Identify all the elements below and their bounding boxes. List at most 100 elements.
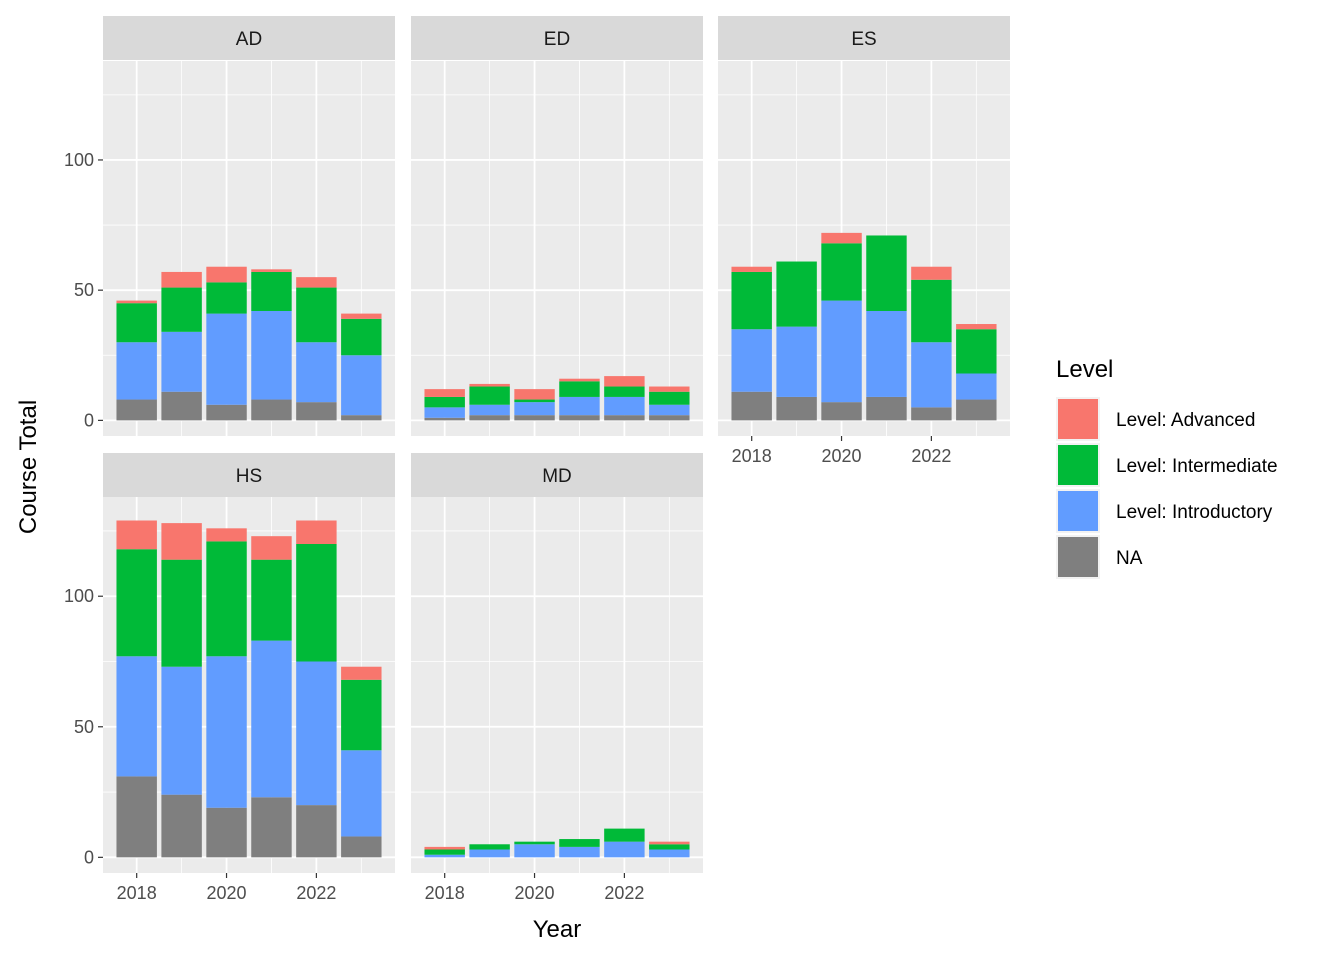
legend-swatch-level-intermediate [1058, 445, 1098, 485]
bar-segment-na-2021 [866, 396, 907, 421]
bar-segment-level-introductory-2022 [604, 396, 645, 416]
bar-segment-level-intermediate-2019 [161, 559, 202, 667]
panel-background [411, 61, 703, 436]
x-tick-label: 2020 [515, 883, 555, 903]
bar-segment-na-2023 [649, 415, 690, 421]
bar-segment-level-introductory-2022 [296, 661, 337, 806]
bar-segment-na-2018 [116, 399, 157, 421]
bar-segment-na-2022 [296, 805, 337, 858]
facet-strip [411, 16, 703, 60]
bar-segment-na-2022 [911, 407, 952, 421]
bar-segment-level-advanced-2021 [559, 378, 600, 382]
facet-panel-ad: AD [103, 16, 395, 436]
bar-segment-level-intermediate-2020 [206, 541, 247, 657]
bar-segment-level-advanced-2018 [116, 300, 157, 304]
bar-segment-na-2019 [161, 794, 202, 858]
bar-segment-level-introductory-2018 [731, 329, 772, 392]
x-axes: 2018 2020 2022 2018 2020 2022 2018 2020 2022 [117, 436, 951, 903]
bar-segment-level-intermediate-2020 [206, 282, 247, 314]
x-tick-label: 2020 [207, 883, 247, 903]
y-tick-label: 50 [74, 280, 94, 300]
bar-segment-level-intermediate-2021 [559, 381, 600, 397]
bar-segment-level-intermediate-2022 [296, 287, 337, 343]
bar-segment-level-introductory-2022 [296, 342, 337, 403]
bar-segment-na-2021 [559, 415, 600, 421]
facet-panel-es: ES [718, 16, 1010, 436]
bar-segment-level-advanced-2022 [604, 376, 645, 387]
bar-segment-na-2020 [821, 402, 862, 421]
bar-segment-level-intermediate-2020 [821, 243, 862, 301]
bar-segment-level-introductory-2019 [776, 326, 817, 397]
bar-segment-na-2021 [251, 399, 292, 421]
bar-segment-level-introductory-2023 [649, 404, 690, 416]
bar-segment-level-advanced-2023 [341, 666, 382, 680]
x-tick-label: 2018 [117, 883, 157, 903]
bar-segment-level-introductory-2021 [251, 640, 292, 798]
bar-segment-na-2020 [206, 807, 247, 858]
bar-segment-level-advanced-2018 [424, 846, 465, 850]
bar-segment-level-intermediate-2019 [776, 261, 817, 327]
bar-segment-level-intermediate-2022 [604, 386, 645, 397]
bar-segment-na-2018 [116, 776, 157, 858]
y-tick-label: 100 [64, 150, 94, 170]
bar-segment-level-advanced-2020 [206, 266, 247, 283]
facet-strip-label: HS [236, 466, 262, 487]
x-tick-label: 2018 [425, 883, 465, 903]
bar-segment-level-advanced-2021 [251, 269, 292, 272]
bar-segment-level-intermediate-2018 [424, 849, 465, 855]
bar-segment-level-advanced-2023 [956, 324, 997, 330]
bar-segment-level-intermediate-2018 [731, 271, 772, 330]
bar-segment-na-2020 [206, 404, 247, 421]
bar-segment-level-advanced-2023 [341, 313, 382, 319]
y-tick-label: 50 [74, 717, 94, 737]
bar-segment-level-advanced-2018 [731, 266, 772, 272]
bar-segment-level-introductory-2020 [821, 300, 862, 403]
bar-segment-level-advanced-2022 [296, 277, 337, 288]
bar-segment-level-intermediate-2018 [424, 396, 465, 408]
bar-segment-level-intermediate-2022 [296, 544, 337, 662]
bar-segment-level-advanced-2022 [911, 266, 952, 280]
bar-segment-level-introductory-2020 [206, 656, 247, 808]
facet-strip [718, 16, 1010, 60]
bar-segment-na-2020 [514, 415, 555, 421]
bar-segment-level-introductory-2018 [424, 407, 465, 418]
legend: Level Level: Advanced Level: Intermediate… [1056, 356, 1278, 579]
bar-segment-level-introductory-2021 [866, 311, 907, 397]
panel-background [411, 497, 703, 873]
x-tick-label: 2022 [604, 883, 644, 903]
y-tick-label: 0 [84, 847, 94, 867]
bar-segment-level-introductory-2021 [559, 846, 600, 858]
y-axis-title: Course Total [15, 400, 42, 534]
bar-segment-level-intermediate-2019 [161, 287, 202, 332]
legend-swatch-na [1058, 537, 1098, 577]
bar-segment-level-intermediate-2018 [116, 303, 157, 343]
bar-segment-level-introductory-2023 [649, 849, 690, 858]
bar-segment-level-introductory-2018 [424, 854, 465, 858]
facet-strip-label: AD [236, 29, 262, 50]
legend-label: NA [1116, 548, 1143, 569]
bar-segment-level-intermediate-2023 [956, 329, 997, 374]
bar-segment-level-advanced-2021 [251, 536, 292, 560]
bar-segment-na-2022 [604, 415, 645, 421]
x-tick-label: 2022 [296, 883, 336, 903]
bar-segment-level-introductory-2018 [116, 656, 157, 777]
bar-segment-level-advanced-2023 [649, 386, 690, 392]
bar-segment-level-intermediate-2022 [911, 279, 952, 343]
legend-label: Level: Introductory [1116, 502, 1273, 523]
bar-segment-na-2023 [341, 836, 382, 858]
bar-segment-level-intermediate-2023 [341, 679, 382, 751]
bar-segment-level-introductory-2023 [341, 750, 382, 837]
bar-segment-level-introductory-2022 [911, 342, 952, 408]
bar-segment-level-introductory-2023 [341, 355, 382, 416]
bar-segment-level-introductory-2021 [559, 396, 600, 416]
bar-segment-level-intermediate-2018 [116, 549, 157, 657]
legend-swatch-level-advanced [1058, 399, 1098, 439]
bar-segment-level-introductory-2019 [161, 331, 202, 392]
bar-segment-level-intermediate-2022 [604, 828, 645, 842]
bar-segment-level-intermediate-2023 [649, 844, 690, 850]
bar-segment-level-intermediate-2021 [866, 235, 907, 311]
bar-segment-na-2018 [424, 417, 465, 421]
legend-label: Level: Advanced [1116, 410, 1255, 431]
facet-strip [411, 453, 703, 497]
